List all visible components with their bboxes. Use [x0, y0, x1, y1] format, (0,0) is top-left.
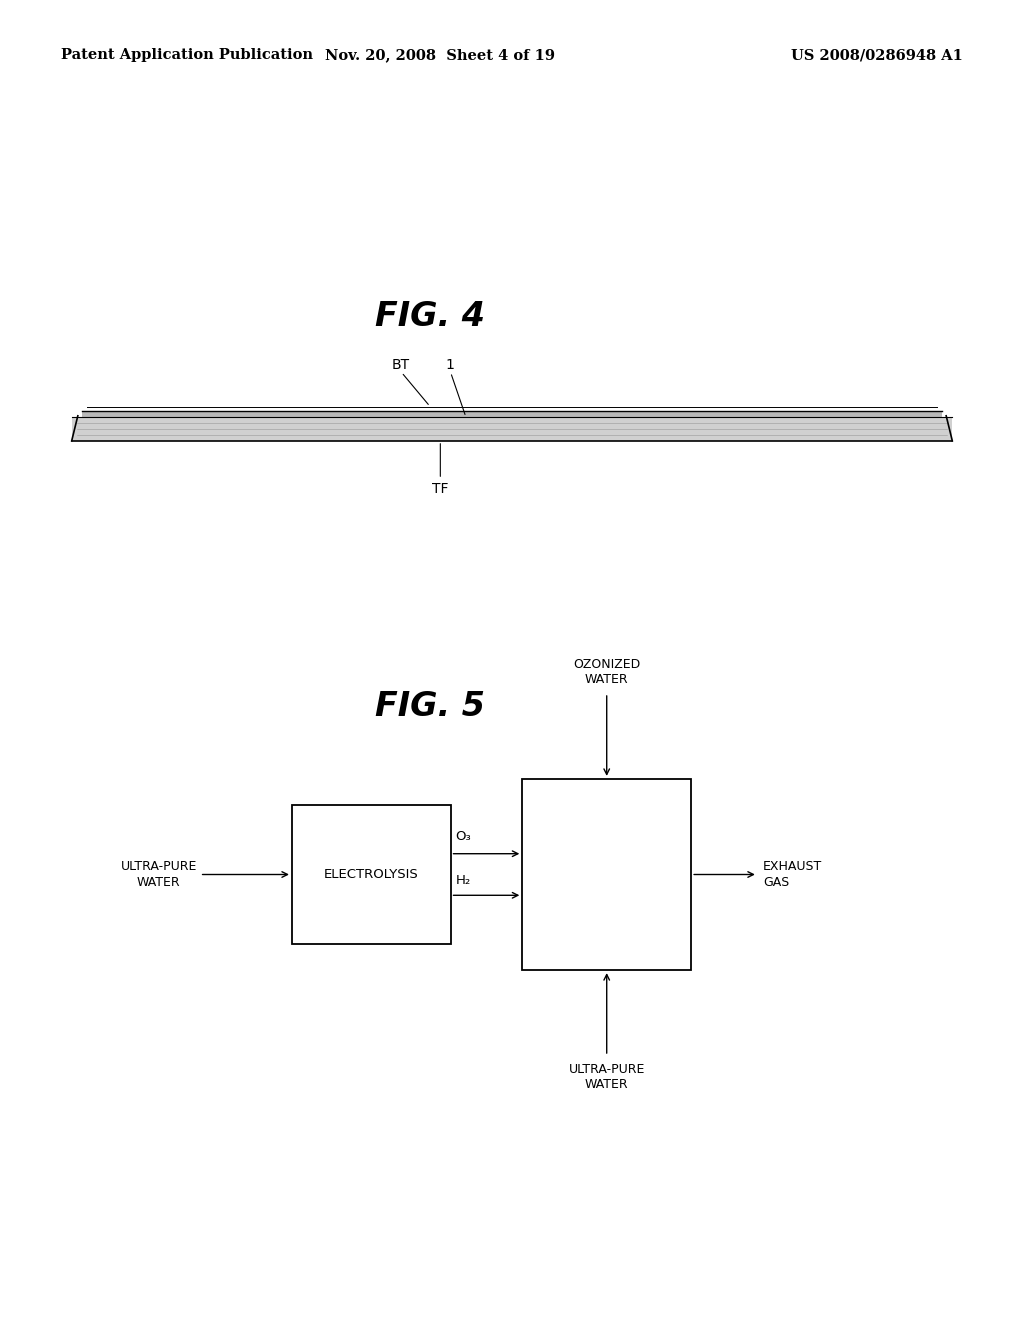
Bar [292, 805, 451, 944]
Text: US 2008/0286948 A1: US 2008/0286948 A1 [791, 49, 963, 62]
Text: FIG. 5: FIG. 5 [375, 689, 485, 722]
Bar [72, 417, 952, 441]
Text: H₂: H₂ [456, 874, 471, 887]
Text: EXHAUST
GAS: EXHAUST GAS [763, 861, 822, 888]
Text: 1: 1 [445, 358, 455, 372]
Bar [82, 411, 942, 417]
Text: FIG. 4: FIG. 4 [375, 300, 485, 333]
Bar [522, 779, 691, 970]
Text: TF: TF [432, 482, 449, 496]
Text: BT: BT [391, 358, 410, 372]
Text: ELECTROLYSIS: ELECTROLYSIS [324, 869, 419, 880]
Text: ULTRA-PURE
WATER: ULTRA-PURE WATER [121, 861, 197, 888]
Text: OZONIZED
WATER: OZONIZED WATER [573, 659, 640, 686]
Text: Patent Application Publication: Patent Application Publication [61, 49, 313, 62]
Text: ULTRA-PURE
WATER: ULTRA-PURE WATER [568, 1063, 645, 1090]
Text: Nov. 20, 2008  Sheet 4 of 19: Nov. 20, 2008 Sheet 4 of 19 [326, 49, 555, 62]
Text: O₃: O₃ [456, 830, 471, 843]
